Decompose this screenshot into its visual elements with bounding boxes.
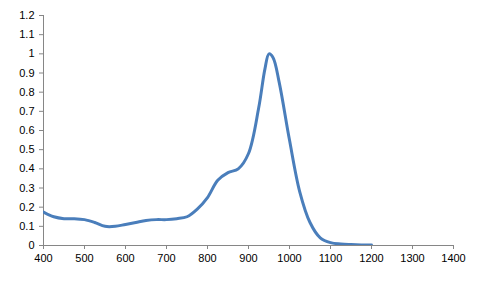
svg-text:800: 800: [198, 252, 216, 264]
svg-text:1400: 1400: [441, 252, 465, 264]
svg-text:500: 500: [75, 252, 93, 264]
svg-text:1100: 1100: [319, 252, 343, 264]
svg-text:1000: 1000: [277, 252, 301, 264]
svg-text:1: 1: [28, 47, 34, 59]
svg-text:400: 400: [34, 252, 52, 264]
svg-text:0.7: 0.7: [19, 105, 34, 117]
svg-text:1.1: 1.1: [19, 28, 34, 40]
svg-text:700: 700: [157, 252, 175, 264]
svg-text:0.3: 0.3: [19, 182, 34, 194]
svg-text:0.5: 0.5: [19, 143, 34, 155]
svg-text:0.1: 0.1: [19, 220, 34, 232]
svg-text:0: 0: [28, 239, 34, 251]
svg-text:0.6: 0.6: [19, 124, 34, 136]
svg-text:900: 900: [239, 252, 257, 264]
svg-text:1300: 1300: [400, 252, 424, 264]
svg-text:600: 600: [116, 252, 134, 264]
svg-text:0.8: 0.8: [19, 86, 34, 98]
svg-text:0.4: 0.4: [19, 162, 34, 174]
svg-text:0.9: 0.9: [19, 67, 34, 79]
svg-text:1.2: 1.2: [19, 9, 34, 21]
svg-text:1200: 1200: [359, 252, 383, 264]
svg-text:0.2: 0.2: [19, 201, 34, 213]
